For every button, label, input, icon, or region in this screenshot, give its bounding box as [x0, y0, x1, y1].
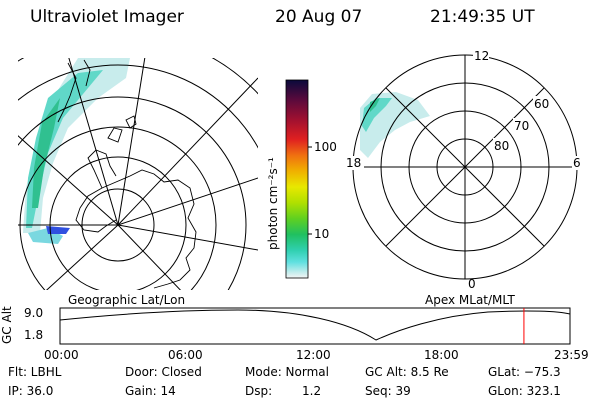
aurora-emission-polar: [360, 92, 430, 158]
date-label: 20 Aug 07: [275, 7, 363, 27]
gain-label: Gain: 14: [125, 384, 176, 398]
geographic-map: [18, 58, 258, 290]
door-label: Door: Closed: [125, 365, 202, 379]
time-tick-0600: 06:00: [168, 348, 203, 362]
mlt-label-0: 0: [468, 277, 476, 290]
geo-map-caption: Geographic Lat/Lon: [68, 293, 186, 307]
glon-label: GLon: 323.1: [488, 384, 561, 398]
altitude-axis-label: GC Alt: [0, 306, 14, 344]
glat-label: GLat: −75.3: [488, 365, 561, 379]
polar-plot: 12 18 6 0 60 70 80: [346, 50, 584, 290]
time-tick-1800: 18:00: [424, 348, 459, 362]
gc-alt-label: GC Alt: 8.5 Re: [365, 365, 449, 379]
time-tick-2359: 23:59: [554, 348, 589, 362]
mlt-label-6: 6: [573, 156, 581, 170]
lat-label-70: 70: [514, 119, 529, 133]
dsp-value: 1.2: [302, 384, 322, 398]
altitude-plot: [59, 307, 571, 345]
colorbar-tick-10: 10: [314, 227, 330, 241]
altitude-curve: [59, 309, 571, 341]
time-tick-0000: 00:00: [44, 348, 79, 362]
colorbar: [285, 79, 312, 279]
coastline: [79, 169, 197, 289]
altitude-tick-bottom: 1.8: [24, 328, 44, 342]
time-tick-1200: 12:00: [296, 348, 331, 362]
colorbar-unit-label: photon cm⁻²s⁻¹: [266, 157, 280, 250]
ip-label: IP: 36.0: [8, 384, 54, 398]
aurora-emission: [23, 58, 130, 244]
time-label: 21:49:35 UT: [430, 7, 535, 27]
lat-label-80: 80: [494, 139, 509, 153]
polar-caption: Apex MLat/MLT: [425, 293, 515, 307]
altitude-tick-top: 9.0: [24, 306, 44, 320]
lat-label-60: 60: [534, 97, 549, 111]
dsp-label: Dsp:: [245, 384, 273, 398]
mode-label: Mode: Normal: [245, 365, 329, 379]
colorbar-tick-100: 100: [314, 140, 337, 154]
filter-label: Flt: LBHL: [8, 365, 62, 379]
instrument-title: Ultraviolet Imager: [30, 7, 184, 27]
mlt-label-12: 12: [474, 50, 489, 63]
seq-label: Seq: 39: [365, 384, 411, 398]
mlt-label-18: 18: [346, 156, 361, 170]
